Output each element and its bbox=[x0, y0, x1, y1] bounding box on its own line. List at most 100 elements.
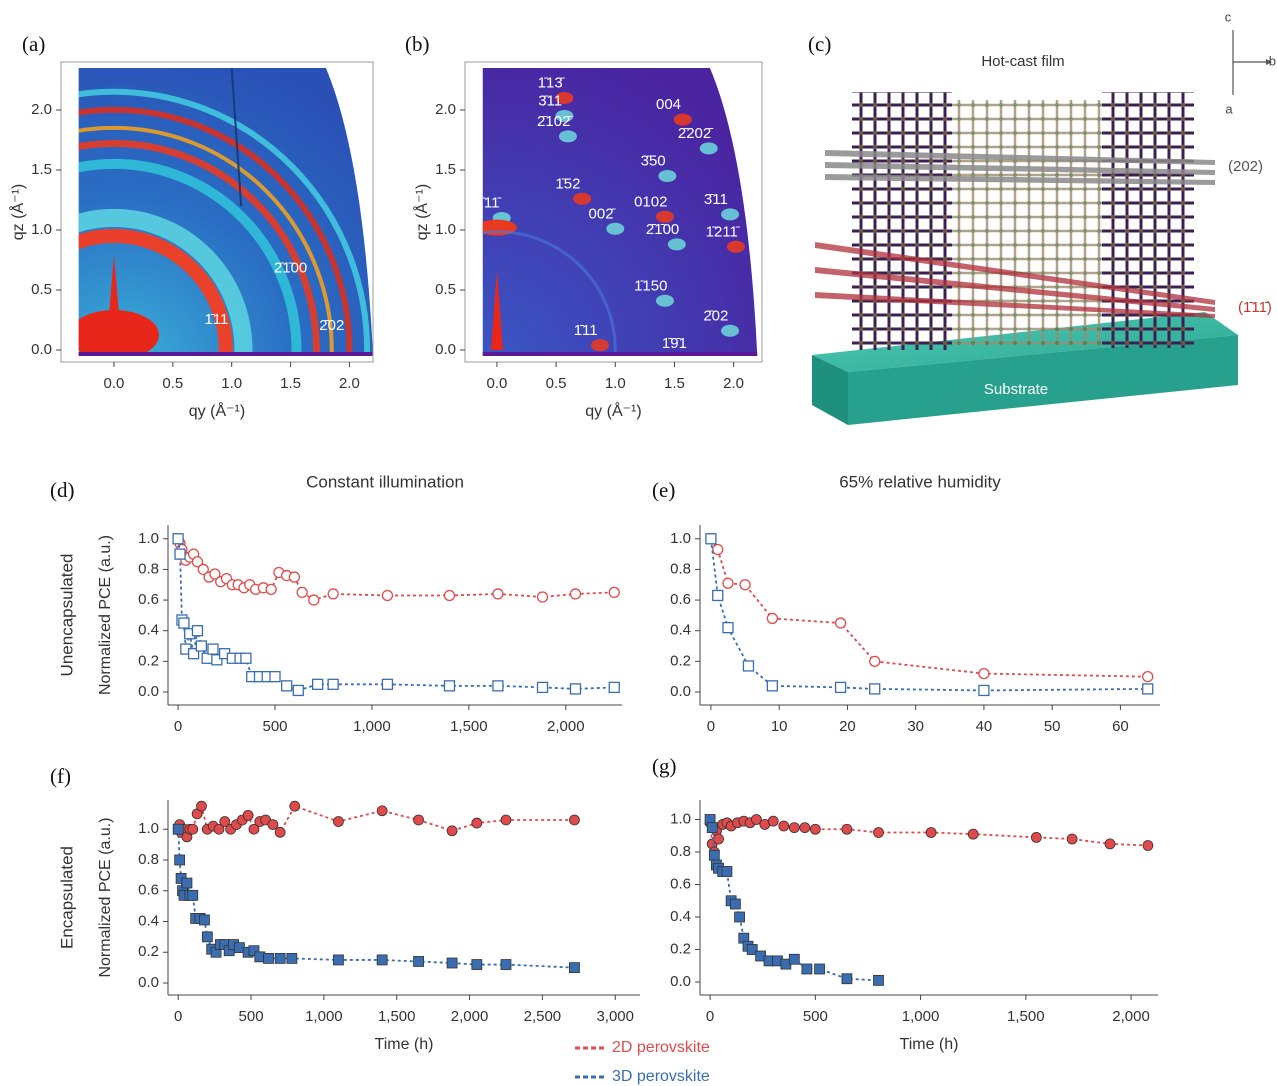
spot bbox=[726, 240, 745, 253]
map-layer bbox=[482, 68, 758, 356]
structure-label: (1̄11̄) bbox=[1238, 299, 1272, 316]
y-tick-label: 0.6 bbox=[138, 882, 159, 899]
reflection-label: 2̄02 bbox=[319, 317, 344, 334]
data-point bbox=[734, 911, 745, 923]
data-point bbox=[873, 827, 884, 838]
spot bbox=[490, 270, 503, 350]
spot bbox=[558, 130, 577, 143]
data-point bbox=[713, 833, 724, 845]
data-point bbox=[248, 945, 260, 957]
y-tick-label: 2.0 bbox=[31, 101, 52, 118]
data-point bbox=[978, 684, 990, 697]
data-point bbox=[274, 952, 286, 964]
x-tick-label: 1,000 bbox=[305, 1008, 343, 1025]
y-axis-label: qz (Å⁻¹) bbox=[412, 184, 431, 240]
x-tick-label: 60 bbox=[1112, 718, 1129, 735]
data-point bbox=[280, 680, 293, 692]
data-point bbox=[201, 652, 213, 664]
data-point bbox=[296, 586, 308, 599]
panel-label: (d) bbox=[50, 478, 75, 502]
spot bbox=[555, 110, 574, 122]
data-point bbox=[187, 823, 199, 835]
data-point bbox=[333, 816, 344, 827]
x-tick-label: 1,000 bbox=[902, 1008, 940, 1025]
x-tick-label: 1,500 bbox=[1007, 1008, 1045, 1025]
structure-label: Substrate bbox=[984, 381, 1048, 398]
data-point bbox=[274, 826, 286, 838]
spot bbox=[555, 92, 574, 104]
spot bbox=[573, 192, 592, 205]
y-axis-label: Normalized PCE (a.u.) bbox=[97, 817, 114, 977]
data-point bbox=[721, 866, 733, 877]
diffraction-map: 1̄13̄3̄112̄102̄0042̄202̄3̄501̄521̄11̄002… bbox=[464, 61, 763, 363]
data-point bbox=[722, 621, 734, 634]
data-point bbox=[1142, 671, 1154, 683]
data-point bbox=[705, 533, 717, 545]
spot bbox=[658, 170, 677, 182]
series-line bbox=[710, 538, 1148, 678]
data-point bbox=[536, 591, 549, 603]
y-axis-label: Normalized PCE (a.u.) bbox=[97, 535, 114, 695]
x-tick-label: 0 bbox=[707, 718, 715, 735]
data-point bbox=[925, 827, 937, 838]
y-tick-label: 0.2 bbox=[670, 652, 691, 669]
data-point bbox=[172, 823, 184, 835]
spot bbox=[655, 210, 674, 223]
data-point bbox=[312, 678, 324, 690]
y-tick-label: 0.0 bbox=[138, 974, 159, 991]
data-point bbox=[286, 952, 298, 964]
data-point bbox=[471, 817, 483, 829]
data-point bbox=[746, 944, 758, 955]
reflection-label: 1̄52 bbox=[555, 175, 580, 192]
x-tick-label: 2.0 bbox=[339, 375, 360, 392]
data-point bbox=[446, 825, 458, 837]
data-point bbox=[1104, 838, 1116, 850]
structure-label: (202) bbox=[1228, 158, 1263, 175]
y-tick-label: 0.0 bbox=[435, 341, 456, 358]
y-tick-label: 1.5 bbox=[435, 161, 456, 178]
x-tick-label: 3,000 bbox=[596, 1008, 634, 1025]
reflection-label: 1̄11̄ bbox=[476, 195, 502, 212]
data-point bbox=[181, 877, 193, 889]
data-point bbox=[739, 579, 751, 591]
series-line bbox=[177, 829, 575, 969]
x-tick-label: 1,000 bbox=[353, 718, 391, 735]
y-tick-label: 0.8 bbox=[138, 851, 159, 868]
y-tick-label: 0.2 bbox=[138, 652, 159, 669]
x-tick-label: 1,500 bbox=[450, 718, 488, 735]
y-tick-label: 1.0 bbox=[138, 530, 159, 547]
data-point bbox=[443, 680, 456, 692]
x-tick-label: 30 bbox=[907, 718, 924, 735]
x-axis-label: Time (h) bbox=[375, 1036, 434, 1053]
ring bbox=[78, 208, 253, 356]
reflection-label: 004 bbox=[656, 96, 681, 113]
spot bbox=[78, 310, 159, 356]
y-tick-label: 1.0 bbox=[138, 820, 159, 837]
frame bbox=[60, 61, 374, 363]
data-point bbox=[766, 612, 778, 625]
y-tick-label: 0.6 bbox=[670, 875, 691, 892]
reflection-label: 1̄11 bbox=[574, 322, 598, 339]
data-point bbox=[191, 556, 204, 568]
ring bbox=[78, 139, 320, 356]
frame bbox=[464, 61, 763, 363]
x-tick-label: 2,000 bbox=[451, 1008, 489, 1025]
data-point bbox=[569, 588, 582, 600]
panel-label: (b) bbox=[405, 32, 430, 56]
x-tick-label: 2,500 bbox=[524, 1008, 562, 1025]
data-point bbox=[492, 680, 504, 692]
spot bbox=[673, 113, 692, 126]
data-point bbox=[211, 654, 223, 666]
reflection-label: 0102 bbox=[634, 193, 667, 210]
data-point bbox=[381, 678, 394, 690]
panel-label: (e) bbox=[652, 478, 675, 502]
data-point bbox=[608, 586, 620, 599]
x-tick-label: 0 bbox=[174, 718, 182, 735]
x-tick-label: 2,000 bbox=[547, 718, 585, 735]
data-point bbox=[199, 914, 210, 926]
data-point bbox=[413, 956, 424, 967]
data-point bbox=[289, 800, 301, 812]
x-tick-label: 0 bbox=[706, 1008, 714, 1025]
data-point bbox=[788, 822, 800, 834]
data-point bbox=[809, 823, 821, 835]
